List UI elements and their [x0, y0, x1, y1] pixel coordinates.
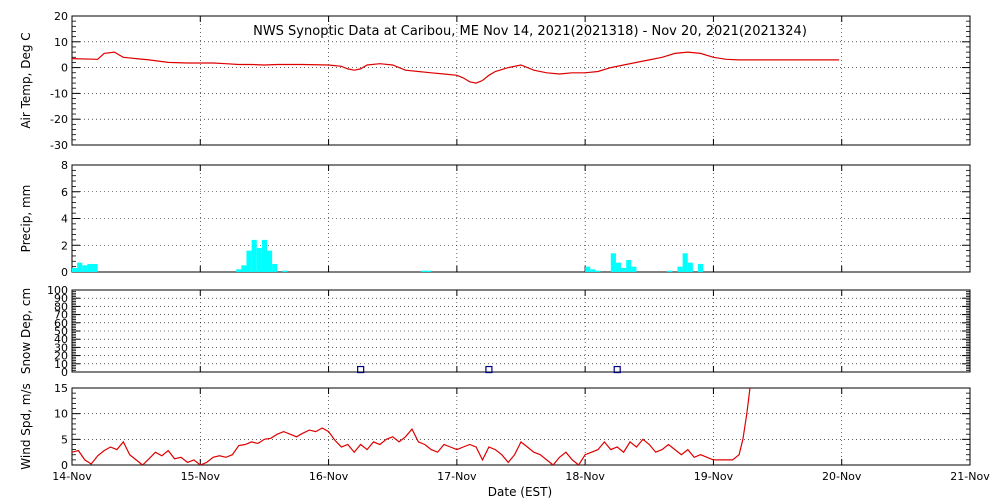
y-axis-label: Air Temp, Deg C	[19, 32, 33, 128]
precip-bar	[236, 269, 242, 272]
x-tick-label: 15-Nov	[181, 470, 221, 483]
y-tick-label: 60	[54, 317, 68, 330]
precip-bar	[256, 247, 262, 272]
y-tick-label: 8	[61, 159, 68, 172]
precip-bar	[92, 263, 98, 272]
panel-air-temp: -30 -20 -10 0 10 20 Air Temp, Deg C	[19, 10, 971, 152]
y-tick-label: 70	[54, 309, 68, 322]
precip-bar	[241, 265, 247, 272]
precip-bar	[631, 266, 637, 272]
x-tick-label: 19-Nov	[694, 470, 734, 483]
x-tick-label: 18-Nov	[565, 470, 605, 483]
x-tick-label: 21-Nov	[950, 470, 990, 483]
precip-bar	[682, 253, 688, 272]
y-tick-label: 20	[54, 350, 68, 363]
precip-bar	[610, 253, 616, 272]
x-axis-label: Date (EST)	[488, 485, 552, 499]
y-tick-label: 10	[54, 358, 68, 371]
precip-bar	[87, 263, 93, 272]
precip-bar	[72, 267, 78, 272]
y-tick-label: 40	[54, 333, 68, 346]
y-tick-label: 90	[54, 292, 68, 305]
snow-depth-point	[485, 365, 493, 374]
precip-bar	[698, 263, 704, 272]
snow-depth-point	[357, 365, 365, 374]
precip-bar	[667, 270, 673, 272]
panel-frame	[71, 15, 971, 146]
y-tick-label: 30	[54, 341, 68, 354]
x-tick-label: 14-Nov	[52, 470, 92, 483]
y-tick-label: -10	[50, 87, 68, 100]
panel-wind-speed: 0 5 10 15 Wind Spd, m/s	[19, 382, 971, 472]
x-tick-label: 16-Nov	[309, 470, 349, 483]
series-line-wind-speed	[72, 388, 751, 465]
y-tick-label: 5	[61, 433, 68, 446]
y-tick-label: 100	[47, 284, 68, 297]
x-tick-label: 20-Nov	[822, 470, 862, 483]
y-axis-label: Snow Dep, cm	[19, 288, 33, 374]
y-tick-label: 6	[61, 186, 68, 199]
y-tick-label: 0	[61, 266, 68, 279]
x-tick-label: 17-Nov	[437, 470, 477, 483]
y-tick-label: 0	[61, 459, 68, 472]
y-tick-label: 80	[54, 300, 68, 313]
y-tick-label: 10	[54, 408, 68, 421]
precip-bar	[82, 265, 88, 272]
y-tick-label: -30	[50, 139, 68, 152]
precip-bar	[615, 262, 622, 272]
precip-bar	[590, 269, 596, 272]
y-tick-label: 20	[54, 10, 68, 23]
precip-bar	[626, 259, 632, 272]
y-tick-label: -20	[50, 113, 68, 126]
precip-bar	[677, 266, 683, 272]
y-axis-label: Precip, mm	[19, 185, 33, 253]
precip-bar	[621, 267, 627, 272]
precip-bar	[246, 250, 252, 272]
chart-title: NWS Synoptic Data at Caribou, ME Nov 14,…	[253, 24, 807, 39]
series-line-air-temp	[72, 51, 840, 84]
precip-bar	[272, 263, 278, 272]
y-tick-label: 15	[54, 382, 68, 395]
precip-bar	[426, 270, 432, 272]
y-tick-label: 10	[54, 36, 68, 49]
y-tick-label: 0	[61, 366, 68, 379]
precip-bar	[420, 270, 427, 272]
precip-bar	[687, 262, 693, 272]
y-tick-label: 2	[61, 239, 68, 252]
precip-bar	[585, 266, 591, 272]
precip-bar	[282, 270, 288, 272]
precip-bar	[595, 270, 601, 272]
snow-depth-point	[613, 365, 621, 374]
precip-bar	[77, 262, 83, 272]
y-tick-label: 50	[54, 325, 68, 338]
y-axis-label: Wind Spd, m/s	[19, 383, 33, 469]
precip-bar	[261, 239, 267, 272]
y-tick-label: 4	[61, 213, 68, 226]
precip-bar	[251, 239, 257, 272]
panel-precip: 0 2 4 6 8 Precip, mm	[19, 159, 971, 279]
y-tick-label: 0	[61, 62, 68, 75]
precip-bar	[266, 250, 273, 272]
panel-frame	[71, 387, 971, 466]
